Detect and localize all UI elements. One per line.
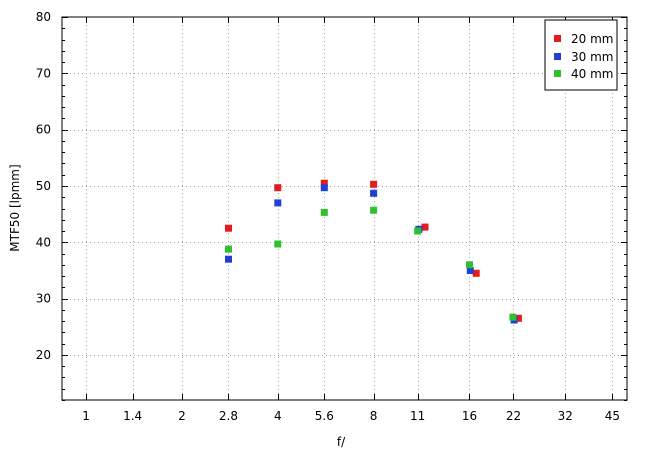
data-point-series-1 bbox=[274, 199, 282, 207]
y-axis-title: MTF50 [lpmm] bbox=[8, 164, 22, 251]
data-point-series-0 bbox=[274, 184, 282, 192]
y-tick-label: 50 bbox=[36, 179, 51, 193]
legend-label-20mm: 20 mm bbox=[571, 32, 613, 46]
x-tick-label: 16 bbox=[462, 409, 477, 423]
data-point-series-2 bbox=[414, 227, 422, 235]
data-point-series-0 bbox=[514, 314, 522, 322]
legend: 20 mm 30 mm 40 mm bbox=[544, 19, 618, 91]
x-tick-label: 2 bbox=[178, 409, 186, 423]
data-point-series-2 bbox=[320, 208, 328, 216]
data-point-series-0 bbox=[370, 180, 378, 188]
x-tick-label: 1 bbox=[82, 409, 90, 423]
y-tick-label: 30 bbox=[36, 292, 51, 306]
x-tick-label: 2.8 bbox=[219, 409, 238, 423]
y-tick-label: 70 bbox=[36, 66, 51, 80]
data-point-series-0 bbox=[472, 269, 480, 277]
legend-label-40mm: 40 mm bbox=[571, 67, 613, 81]
data-point-series-2 bbox=[509, 313, 517, 321]
data-points bbox=[225, 179, 522, 324]
legend-marker-30mm bbox=[554, 53, 561, 60]
x-axis-title: f/ bbox=[337, 435, 346, 449]
legend-marker-40mm bbox=[554, 70, 561, 77]
data-point-series-2 bbox=[466, 261, 473, 269]
x-tick-label: 1.4 bbox=[123, 409, 142, 423]
data-point-series-1 bbox=[320, 184, 328, 192]
data-point-series-1 bbox=[370, 189, 378, 197]
x-tick-label: 8 bbox=[370, 409, 378, 423]
legend-marker-20mm bbox=[554, 35, 561, 42]
data-point-series-0 bbox=[320, 179, 328, 187]
data-point-series-1 bbox=[466, 267, 474, 274]
x-tick-label: 11 bbox=[410, 409, 425, 423]
x-tick-label: 45 bbox=[605, 409, 620, 423]
x-tick-labels: 1 1.4 2 2.8 4 5.6 8 11 16 22 32 45 bbox=[82, 409, 620, 423]
data-point-series-1 bbox=[225, 255, 232, 263]
data-point-series-2 bbox=[274, 240, 282, 248]
y-tick-label: 80 bbox=[36, 10, 51, 24]
data-point-series-0 bbox=[225, 224, 232, 232]
data-point-series-2 bbox=[370, 206, 378, 214]
x-tick-label: 4 bbox=[274, 409, 282, 423]
y-tick-label: 20 bbox=[36, 348, 51, 362]
data-point-series-2 bbox=[225, 245, 232, 253]
plot-area-frame bbox=[61, 16, 628, 401]
y-tick-labels: 20 30 40 50 60 70 80 bbox=[36, 10, 51, 362]
y-tick-label: 40 bbox=[36, 235, 51, 249]
axis-ticks bbox=[62, 17, 627, 401]
x-tick-label: 5.6 bbox=[315, 409, 334, 423]
data-point-series-0 bbox=[421, 223, 429, 231]
y-tick-label: 60 bbox=[36, 123, 51, 137]
legend-label-30mm: 30 mm bbox=[571, 50, 613, 64]
x-tick-label: 22 bbox=[506, 409, 521, 423]
x-tick-label: 32 bbox=[558, 409, 573, 423]
